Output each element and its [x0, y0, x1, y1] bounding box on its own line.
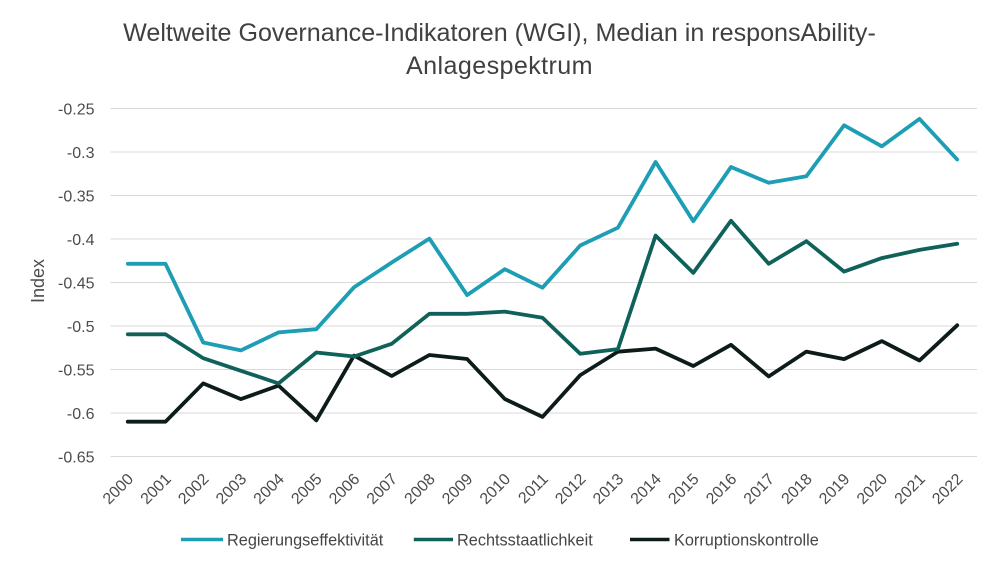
- svg-text:-0.6: -0.6: [67, 406, 95, 423]
- svg-text:-0.65: -0.65: [58, 449, 95, 466]
- svg-text:-0.3: -0.3: [67, 145, 95, 162]
- svg-text:Weltweite Governance-Indikator: Weltweite Governance-Indikatoren (WGI), …: [123, 19, 876, 47]
- svg-text:Rechtsstaatlichkeit: Rechtsstaatlichkeit: [457, 532, 593, 550]
- svg-text:-0.45: -0.45: [58, 275, 95, 292]
- svg-text:Index: Index: [28, 259, 48, 303]
- svg-text:-0.25: -0.25: [58, 101, 95, 118]
- svg-text:Anlagespektrum: Anlagespektrum: [406, 52, 593, 80]
- svg-text:-0.35: -0.35: [58, 188, 95, 205]
- svg-text:-0.4: -0.4: [67, 232, 95, 249]
- svg-text:-0.5: -0.5: [67, 319, 95, 336]
- svg-text:Korruptionskontrolle: Korruptionskontrolle: [674, 532, 819, 550]
- svg-text:-0.55: -0.55: [58, 362, 95, 379]
- svg-text:Regierungseffektivität: Regierungseffektivität: [227, 532, 384, 550]
